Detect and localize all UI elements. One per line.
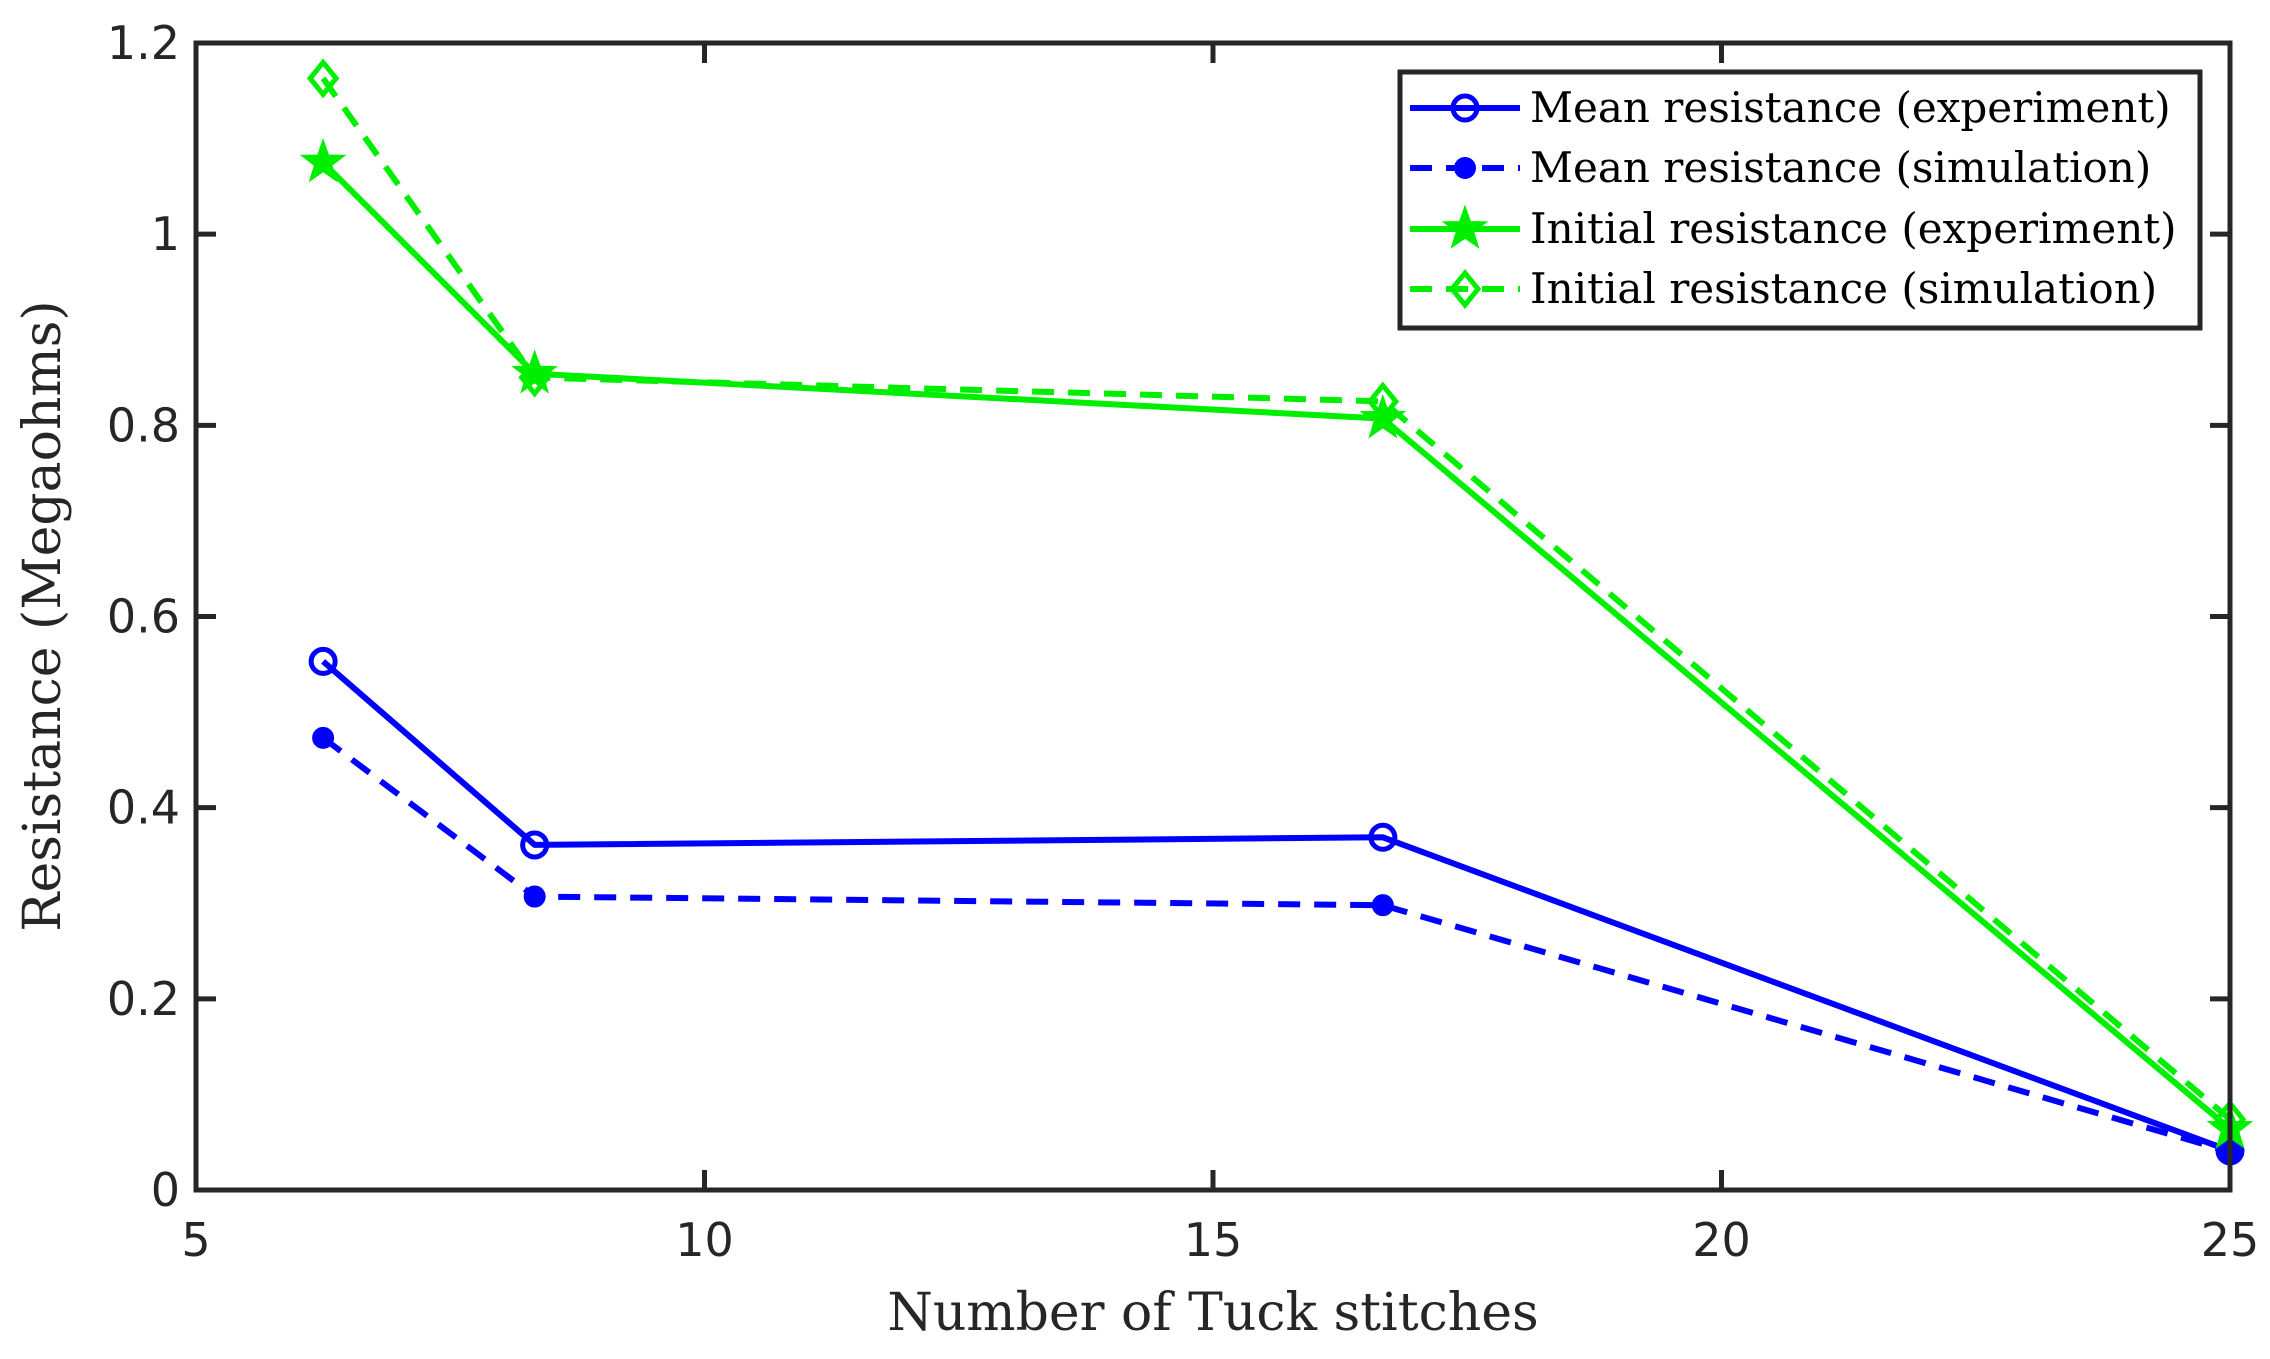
data-point-mean-experiment xyxy=(308,646,338,676)
y-tick-label: 0.6 xyxy=(107,590,180,644)
series-layer xyxy=(299,58,2254,1166)
series-line-mean-experiment xyxy=(321,659,2232,1154)
ticks-layer: 5 10 15 20 25 0 0.2 0.4 0.6 0.8 1 1.2 xyxy=(107,16,2259,1267)
legend: Mean resistance (experiment) Mean resista… xyxy=(1397,69,2203,331)
y-tick-label: 0.4 xyxy=(107,781,180,835)
data-point-initial-simulation xyxy=(518,357,551,398)
legend-label-initial-experiment: Initial resistance (experiment) xyxy=(1530,204,2177,253)
x-tick-label: 10 xyxy=(675,1213,734,1267)
legend-marker-mean-experiment xyxy=(1450,93,1480,123)
y-tick-label: 0.8 xyxy=(107,398,180,452)
data-point-mean-simulation xyxy=(1371,894,1394,917)
series-line-initial-simulation xyxy=(320,76,2232,1122)
x-tick-label: 25 xyxy=(2201,1213,2260,1267)
data-point-initial-simulation xyxy=(1366,381,1400,422)
data-point-mean-experiment xyxy=(1368,822,1398,852)
legend-marker-mean-simulation xyxy=(1454,157,1476,179)
x-tick-label: 15 xyxy=(1184,1213,1243,1267)
x-axis-label: Number of Tuck stitches xyxy=(887,1283,1538,1343)
data-point-initial-experiment xyxy=(299,137,347,183)
data-point-mean-simulation xyxy=(312,726,335,749)
legend-label-mean-simulation: Mean resistance (simulation) xyxy=(1530,143,2151,192)
data-point-initial-simulation xyxy=(306,58,340,99)
legend-label-initial-simulation: Initial resistance (simulation) xyxy=(1530,264,2157,313)
y-tick-label: 1.2 xyxy=(107,16,180,70)
y-tick-label: 0.2 xyxy=(107,972,180,1026)
series-initial-simulation xyxy=(306,58,2247,1140)
legend-marker-initial-simulation xyxy=(1448,269,1482,309)
legend-entry-mean-experiment: Mean resistance (experiment) xyxy=(1410,83,2171,132)
legend-label-mean-experiment: Mean resistance (experiment) xyxy=(1530,83,2171,132)
x-tick-label: 20 xyxy=(1692,1213,1751,1267)
legend-entry-initial-experiment: Initial resistance (experiment) xyxy=(1410,204,2177,253)
x-tick-label: 5 xyxy=(181,1213,210,1267)
series-line-mean-simulation xyxy=(321,735,2231,1155)
y-tick-label: 0 xyxy=(151,1163,180,1217)
data-point-mean-simulation xyxy=(523,885,546,908)
y-tick-label: 1 xyxy=(151,207,180,261)
data-point-mean-experiment xyxy=(520,830,550,860)
legend-marker-initial-experiment xyxy=(1441,204,1489,249)
legend-entry-mean-simulation: Mean resistance (simulation) xyxy=(1410,143,2151,192)
data-point-initial-experiment xyxy=(511,349,559,394)
y-axis-label: Resistance (Megaohms) xyxy=(13,300,73,931)
legend-entries: Mean resistance (experiment) Mean resista… xyxy=(1410,83,2177,313)
legend-entry-initial-simulation: Initial resistance (simulation) xyxy=(1410,264,2157,313)
series-line-initial-experiment xyxy=(320,160,2232,1132)
legend-box xyxy=(1397,69,2203,331)
